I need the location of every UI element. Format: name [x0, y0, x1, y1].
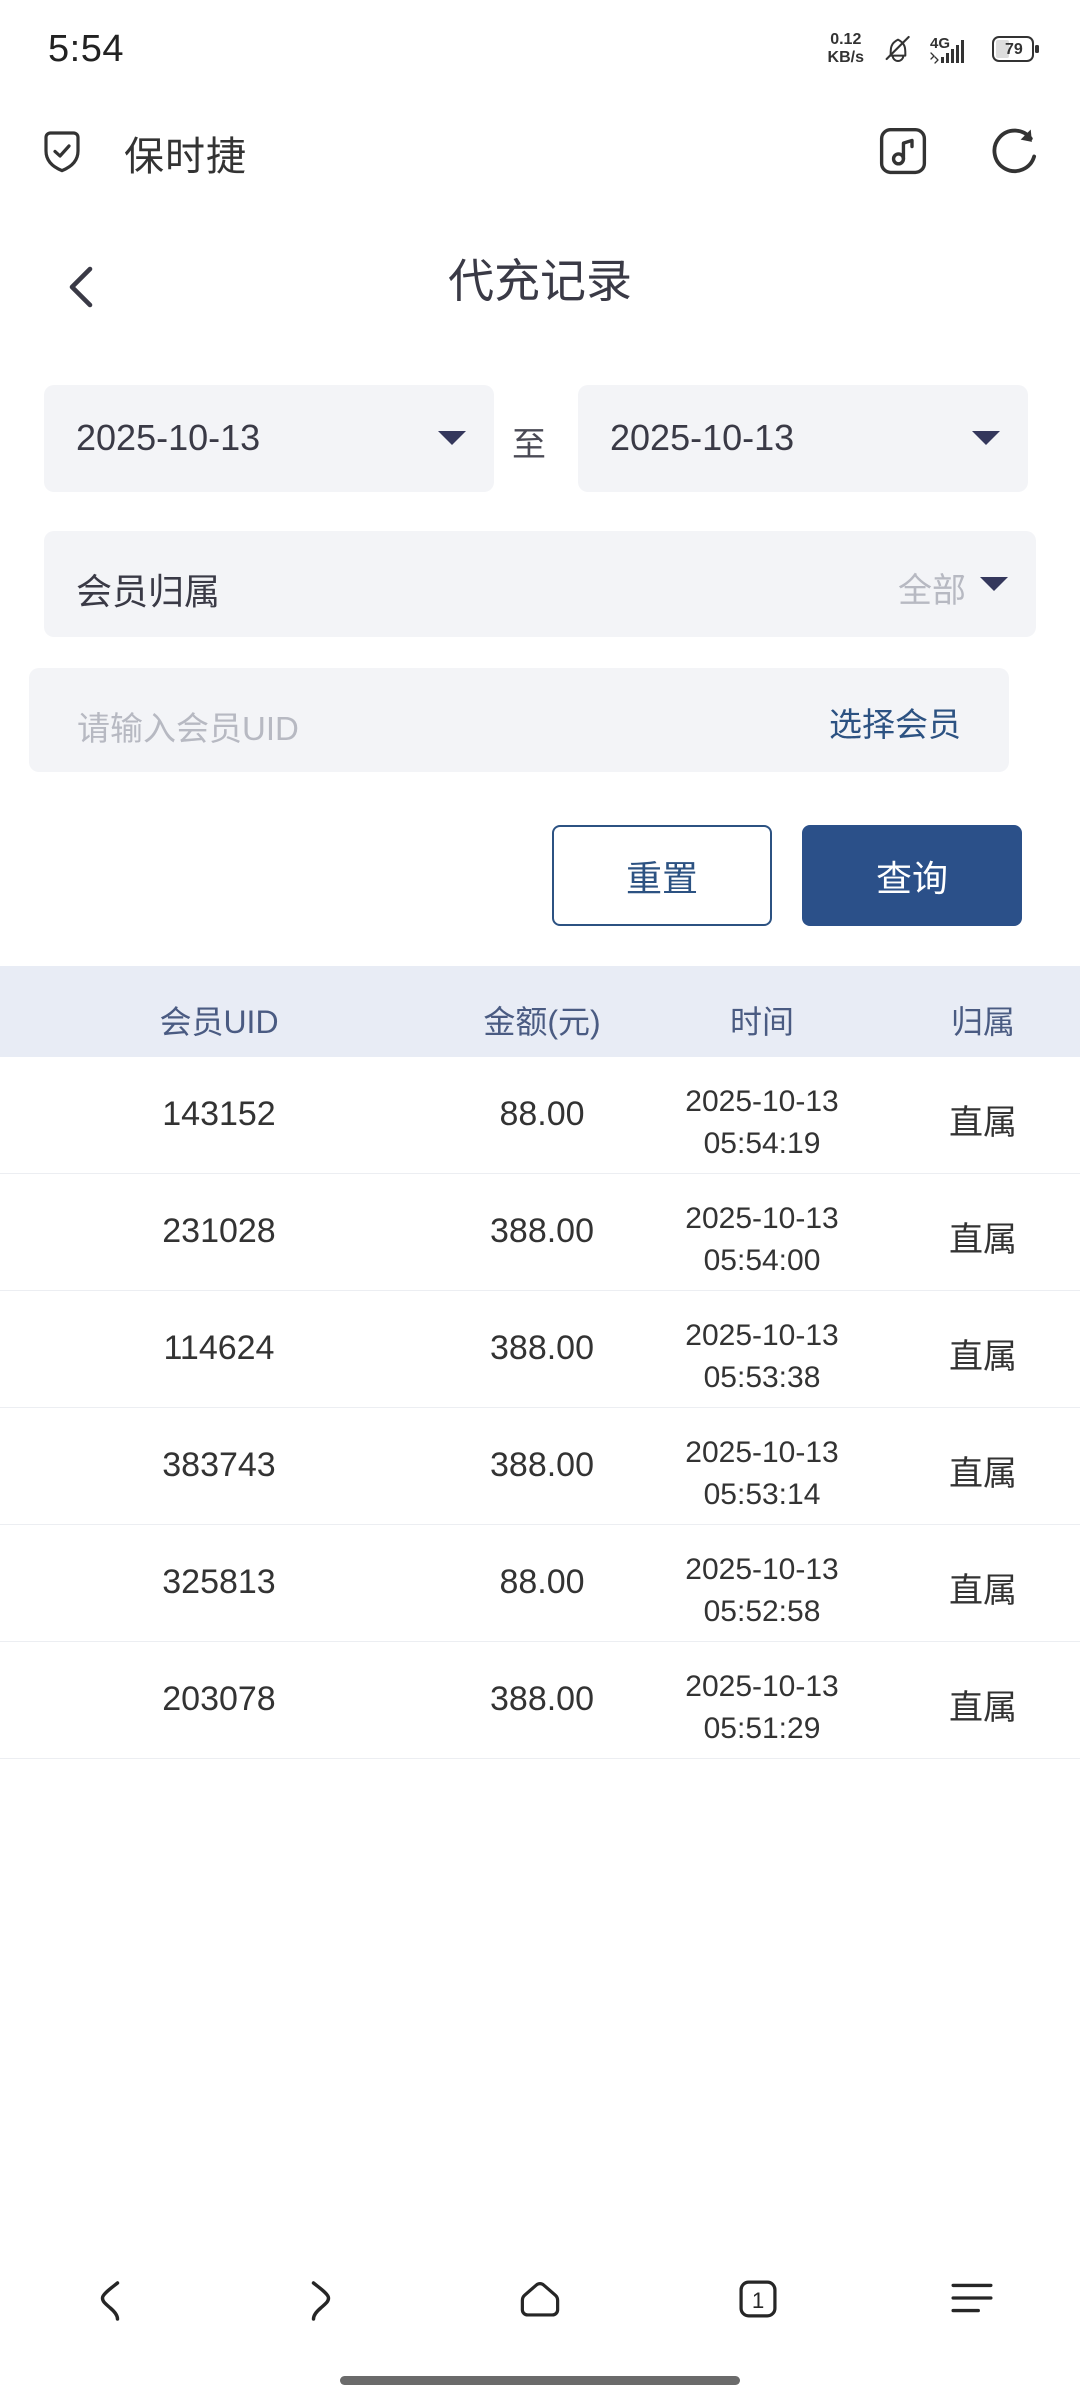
- svg-text:4G: 4G: [930, 35, 950, 52]
- svg-text:79: 79: [1005, 41, 1023, 58]
- svg-text:1: 1: [752, 2288, 764, 2313]
